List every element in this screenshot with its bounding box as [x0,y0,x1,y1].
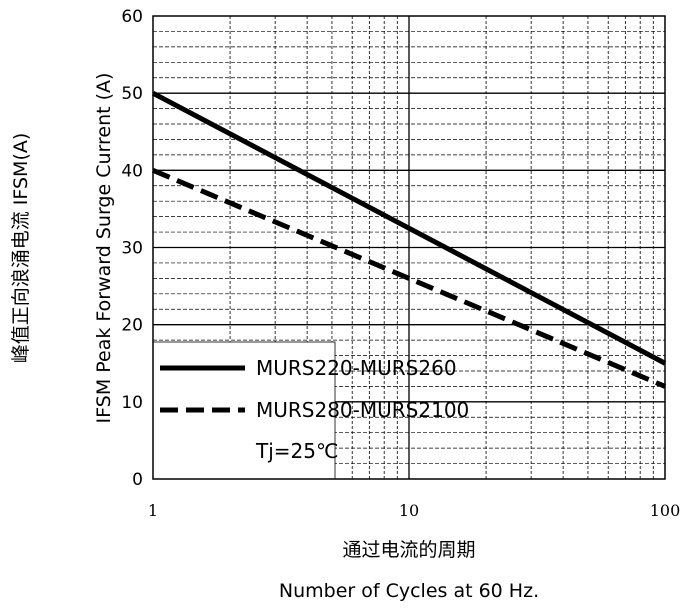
x-tick-label: 1 [148,501,158,520]
series-line-2 [152,168,666,389]
y-tick-label: 50 [121,84,143,104]
series-line-1 [151,90,667,366]
x-tick-label: 10 [399,501,419,520]
y-tick-label: 0 [132,470,143,490]
x-axis-title-en: Number of Cycles at 60 Hz. [279,580,539,602]
temperature-note: Tj=25℃ [255,439,338,463]
y-tick-label: 40 [121,161,143,181]
y-axis-title-cn: 峰值正向浪涌电流 IFSM(A) [10,133,32,364]
legend-label-series-1: MURS220-MURS260 [256,356,457,380]
y-tick-label: 60 [121,7,143,27]
y-tick-label: 30 [121,239,143,259]
series-layer [151,90,667,389]
y-tick-label: 10 [121,393,143,413]
legend: MURS220-MURS260 MURS280-MURS2100 Tj=25℃ [160,356,469,463]
plot-frame [152,15,666,480]
legend-label-series-2: MURS280-MURS2100 [256,398,469,422]
x-tick-label: 100 [650,501,681,520]
x-axis-title-cn: 通过电流的周期 [342,539,475,561]
y-tick-label: 20 [121,316,143,336]
y-axis-title-en: IFSM Peak Forward Surge Current (A) [93,73,115,424]
tick-labels: 0 10 20 30 40 50 60 1 10 100 [121,7,680,520]
